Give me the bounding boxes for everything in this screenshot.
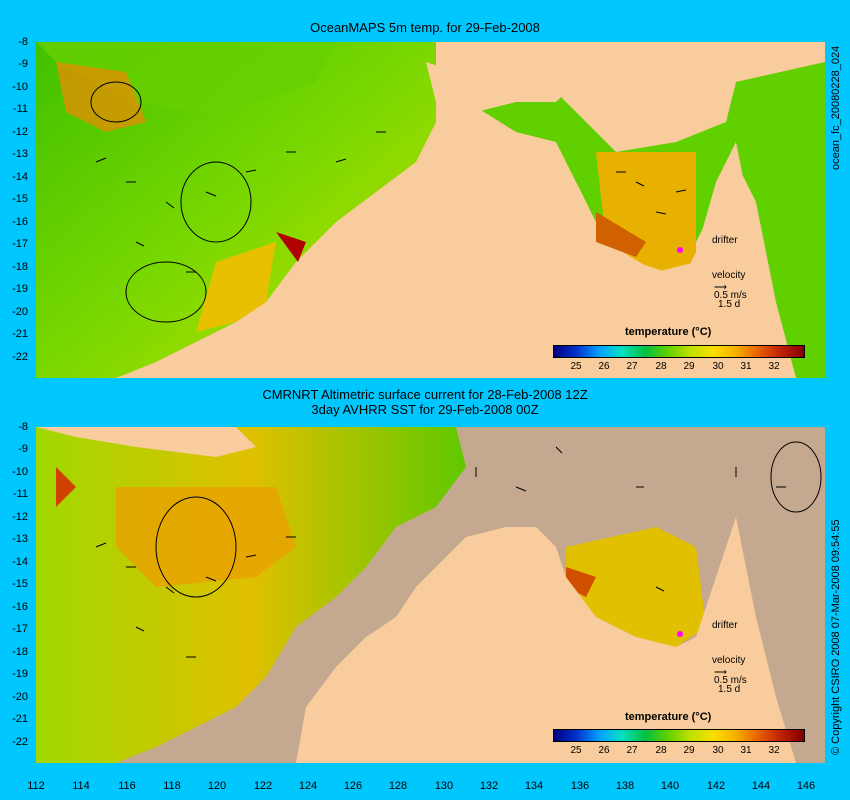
legend-title-bottom: temperature (°C) (625, 711, 712, 723)
bottom-y-tick: -13 (12, 533, 28, 545)
x-tick: 138 (615, 780, 635, 792)
legend-tick: 26 (598, 361, 610, 372)
x-tick: 118 (163, 780, 181, 792)
legend-tick: 28 (655, 361, 667, 372)
drifter-marker-top (677, 247, 683, 253)
top-y-tick: -12 (12, 126, 28, 138)
legend-tick: 27 (626, 361, 638, 372)
bottom-y-tick: -9 (18, 443, 28, 455)
legend-tick: 30 (712, 361, 724, 372)
bottom-y-tick: -17 (12, 623, 28, 635)
side-label-copyright: © Copyright CSIRO 2008 07-Mar-2008 09:54… (830, 519, 842, 755)
legend-tick: 31 (740, 745, 752, 756)
bottom-map-graphic (36, 427, 825, 763)
bottom-y-tick: -18 (12, 646, 28, 658)
legend-tick: 27 (626, 745, 638, 756)
bottom-y-tick: -10 (12, 466, 28, 478)
x-tick: 112 (27, 780, 45, 792)
x-tick: 124 (298, 780, 318, 792)
top-y-tick: -10 (12, 81, 28, 93)
x-tick: 132 (479, 780, 499, 792)
legend-tick: 25 (570, 745, 582, 756)
x-tick: 144 (751, 780, 771, 792)
top-y-tick: -20 (12, 306, 28, 318)
top-y-tick: -16 (12, 216, 28, 228)
drifter-label-bottom: drifter (712, 620, 738, 631)
top-y-tick: -15 (12, 193, 28, 205)
bottom-y-tick: -22 (12, 736, 28, 748)
drifter-label-top: drifter (712, 235, 738, 246)
bottom-y-tick: -8 (18, 421, 28, 433)
legend-tick: 25 (570, 361, 582, 372)
x-tick: 134 (524, 780, 544, 792)
velocity-days-bottom: 1.5 d (718, 684, 741, 695)
top-y-tick: -11 (12, 103, 28, 115)
top-map-title: OceanMAPS 5m temp. for 29-Feb-2008 (310, 20, 540, 35)
bottom-y-tick: -20 (12, 691, 28, 703)
top-y-tick: -22 (12, 351, 28, 363)
x-tick: 130 (434, 780, 454, 792)
bottom-y-tick: -11 (12, 488, 28, 500)
legend-tick: 30 (712, 745, 724, 756)
bottom-map-title-line1: CMRNRT Altimetric surface current for 28… (262, 387, 588, 402)
top-y-tick: -21 (12, 328, 28, 340)
top-y-tick: -14 (12, 171, 28, 183)
velocity-days-top: 1.5 d (718, 299, 741, 310)
bottom-y-tick: -19 (12, 668, 28, 680)
bottom-y-tick: -15 (12, 578, 28, 590)
velocity-label-bottom: velocity (712, 655, 746, 666)
legend-tick: 32 (768, 745, 780, 756)
velocity-value-top: 0.5 m/s (714, 290, 747, 301)
bottom-map-panel (36, 427, 825, 763)
velocity-value-bottom: 0.5 m/s (714, 675, 747, 686)
x-tick: 122 (253, 780, 273, 792)
x-tick: 136 (570, 780, 590, 792)
legend-title-top: temperature (°C) (625, 326, 712, 338)
x-tick: 116 (118, 780, 136, 792)
bottom-y-tick: -21 (12, 713, 28, 725)
velocity-arrow-icon-top: ⟶ (714, 282, 727, 292)
bottom-map-title-line2: 3day AVHRR SST for 29-Feb-2008 00Z (311, 402, 539, 417)
x-tick: 114 (72, 780, 90, 792)
top-map-panel (36, 42, 825, 378)
x-tick: 140 (660, 780, 680, 792)
top-y-tick: -8 (18, 36, 28, 48)
legend-tick: 29 (683, 361, 695, 372)
velocity-label-top: velocity (712, 270, 746, 281)
x-tick: 128 (388, 780, 408, 792)
bottom-y-tick: -14 (12, 556, 28, 568)
legend-tick: 26 (598, 745, 610, 756)
legend-tick: 29 (683, 745, 695, 756)
x-tick: 120 (207, 780, 227, 792)
side-label-run-id: ocean_fc_20080228_024 (830, 45, 842, 170)
legend-tick: 32 (768, 361, 780, 372)
legend-tick: 28 (655, 745, 667, 756)
legend-colorbar-top (553, 345, 805, 358)
top-y-tick: -19 (12, 283, 28, 295)
legend-tick: 31 (740, 361, 752, 372)
x-tick: 126 (343, 780, 363, 792)
top-y-tick: -9 (18, 58, 28, 70)
top-y-tick: -18 (12, 261, 28, 273)
top-y-tick: -13 (12, 148, 28, 160)
bottom-y-tick: -12 (12, 511, 28, 523)
top-y-tick: -17 (12, 238, 28, 250)
top-map-graphic (36, 42, 825, 378)
velocity-arrow-icon-bottom: ⟶ (714, 667, 727, 677)
x-tick: 142 (706, 780, 726, 792)
drifter-marker-bottom (677, 631, 683, 637)
x-tick: 146 (796, 780, 816, 792)
bottom-y-tick: -16 (12, 601, 28, 613)
legend-colorbar-bottom (553, 729, 805, 742)
